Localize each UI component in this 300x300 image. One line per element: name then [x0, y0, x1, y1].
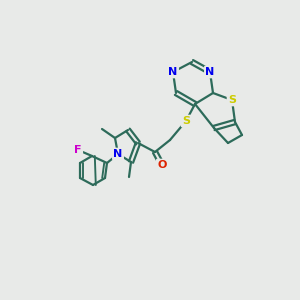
Text: N: N — [206, 67, 214, 77]
Text: N: N — [168, 67, 178, 77]
Text: S: S — [228, 95, 236, 105]
Text: O: O — [157, 160, 167, 170]
Text: F: F — [74, 145, 82, 155]
Text: N: N — [113, 149, 123, 159]
Text: S: S — [182, 116, 190, 126]
